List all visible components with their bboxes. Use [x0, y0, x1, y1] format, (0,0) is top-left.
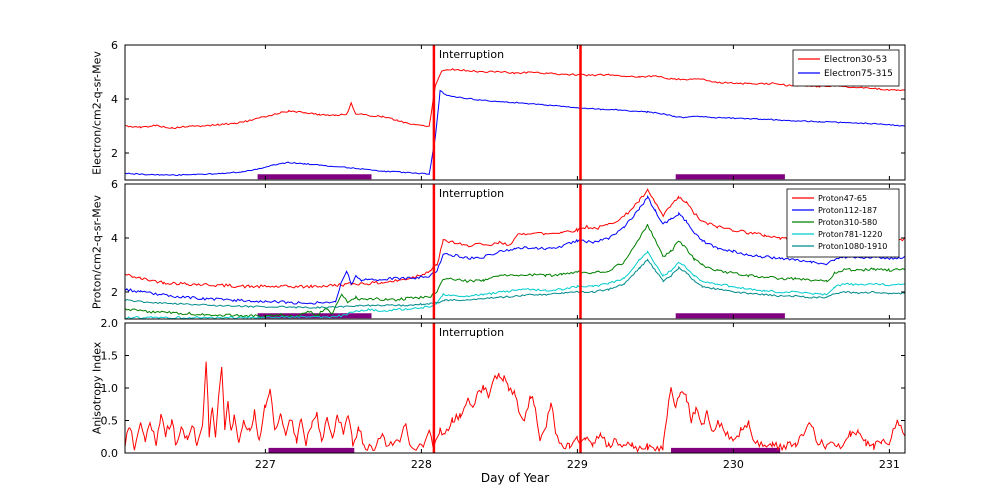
series-electron30-53	[125, 68, 906, 130]
legend-label: Electron30-53	[824, 55, 887, 65]
x-tick-label: 227	[255, 458, 276, 471]
panel-border	[124, 183, 906, 320]
series-anisotropyindex	[124, 361, 906, 453]
legend-label: Proton47-65	[818, 194, 867, 203]
panel-border	[124, 322, 906, 454]
y-tick-label: 0.5	[101, 415, 119, 428]
ylabel-anisotropy-index: Anisotropy Index	[90, 341, 104, 435]
x-tick-label: 228	[411, 458, 432, 471]
y-tick-label: 4	[111, 93, 118, 106]
legend-label: Proton112-187	[818, 206, 877, 215]
legend-label: Proton781-1220	[818, 230, 882, 239]
y-tick-label: 1.5	[101, 350, 119, 363]
legend-box	[792, 49, 900, 87]
interruption-label: Interruption	[439, 187, 504, 200]
legend-label: Proton310-580	[818, 218, 877, 227]
ylabel-proton-flux: Proton/cm2-q-sr-Mev	[90, 194, 104, 310]
y-tick-label: 4	[111, 232, 118, 245]
panel-proton-flux: Interruption 2 4 6 Proton47-65 Proton112-187 P…	[111, 178, 906, 320]
panel-anisotropy: Interruption 0.0 0.5 1.0 1.5 2.0 227 228 229 230 2…	[101, 317, 906, 471]
y-tick-label: 6	[111, 39, 118, 52]
interruption-label: Interruption	[439, 48, 504, 61]
x-tick-label: 231	[879, 458, 900, 471]
series-proton47-65	[124, 188, 906, 289]
series-electron75-315	[124, 89, 906, 177]
series-proton781-1220	[124, 250, 906, 320]
interruption-label: Interruption	[439, 326, 504, 339]
legend-label: Electron75-315	[824, 69, 893, 79]
panel-border	[124, 44, 906, 181]
y-tick-label: 0.0	[101, 447, 119, 460]
x-tick-label: 230	[723, 458, 744, 471]
x-tick-label: 229	[567, 458, 588, 471]
ylabel-electron-flux: Electron/cm2-q-sr-Mev	[90, 51, 104, 175]
y-tick-label: 6	[111, 178, 118, 191]
y-tick-label: 2.0	[101, 317, 119, 330]
y-tick-label: 1.0	[101, 382, 119, 395]
series-proton112-187	[124, 194, 906, 305]
xlabel-day-of-year: Day of Year	[480, 471, 550, 485]
legend-label: Proton1080-1910	[818, 242, 887, 251]
series-proton1080-1910	[124, 258, 906, 309]
y-tick-label: 2	[111, 147, 118, 160]
y-tick-label: 2	[111, 286, 118, 299]
panel-electron-flux: Interruption 2 4 6 Electron30-53 Electron75-3…	[111, 39, 906, 181]
